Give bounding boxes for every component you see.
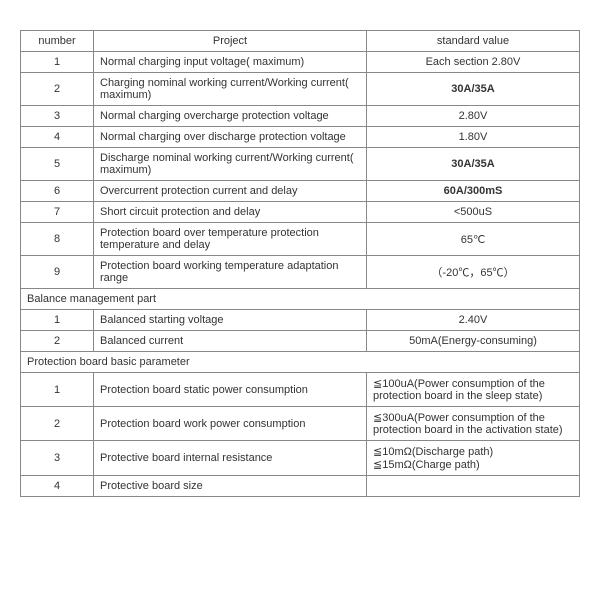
- table-row: 1 Normal charging input voltage( maximum…: [21, 52, 580, 73]
- row-project: Protection board working temperature ada…: [94, 256, 367, 289]
- header-number: number: [21, 31, 94, 52]
- row-value: （-20℃，65℃）: [367, 256, 580, 289]
- table-row: 1 Balanced starting voltage 2.40V: [21, 310, 580, 331]
- table-row: 1 Protection board static power consumpt…: [21, 373, 580, 407]
- table-row: 5 Discharge nominal working current/Work…: [21, 148, 580, 181]
- header-value: standard value: [367, 31, 580, 52]
- row-number: 6: [21, 181, 94, 202]
- row-project: Protection board over temperature protec…: [94, 223, 367, 256]
- row-project: Balanced current: [94, 331, 367, 352]
- section-basic: Protection board basic parameter: [21, 352, 580, 373]
- section-balance: Balance management part: [21, 289, 580, 310]
- row-project: Protection board work power consumption: [94, 407, 367, 441]
- row-value: 2.40V: [367, 310, 580, 331]
- spec-table: number Project standard value 1 Normal c…: [20, 30, 580, 497]
- row-project: Normal charging over discharge protectio…: [94, 127, 367, 148]
- row-number: 8: [21, 223, 94, 256]
- row-project: Normal charging overcharge protection vo…: [94, 106, 367, 127]
- row-number: 4: [21, 476, 94, 497]
- table-row: 2 Protection board work power consumptio…: [21, 407, 580, 441]
- table-row: 3 Protective board internal resistance ≦…: [21, 441, 580, 476]
- row-number: 2: [21, 331, 94, 352]
- row-number: 9: [21, 256, 94, 289]
- row-number: 2: [21, 73, 94, 106]
- table-row: 8 Protection board over temperature prot…: [21, 223, 580, 256]
- row-number: 1: [21, 373, 94, 407]
- row-value: ≦10mΩ(Discharge path) ≦15mΩ(Charge path): [367, 441, 580, 476]
- header-project: Project: [94, 31, 367, 52]
- row-project: Short circuit protection and delay: [94, 202, 367, 223]
- table-row: 2 Balanced current 50mA(Energy-consuming…: [21, 331, 580, 352]
- row-value: 2.80V: [367, 106, 580, 127]
- table-row: 7 Short circuit protection and delay <50…: [21, 202, 580, 223]
- table-row: 2 Charging nominal working current/Worki…: [21, 73, 580, 106]
- table-row: 4 Protective board size: [21, 476, 580, 497]
- row-value: Each section 2.80V: [367, 52, 580, 73]
- row-number: 4: [21, 127, 94, 148]
- row-number: 1: [21, 52, 94, 73]
- row-value: [367, 476, 580, 497]
- row-project: Protective board size: [94, 476, 367, 497]
- section-title: Balance management part: [21, 289, 580, 310]
- header-row: number Project standard value: [21, 31, 580, 52]
- row-project: Protective board internal resistance: [94, 441, 367, 476]
- row-project: Overcurrent protection current and delay: [94, 181, 367, 202]
- table-row: 9 Protection board working temperature a…: [21, 256, 580, 289]
- table-row: 3 Normal charging overcharge protection …: [21, 106, 580, 127]
- row-number: 2: [21, 407, 94, 441]
- row-number: 3: [21, 106, 94, 127]
- row-project: Charging nominal working current/Working…: [94, 73, 367, 106]
- row-project: Normal charging input voltage( maximum): [94, 52, 367, 73]
- row-value: <500uS: [367, 202, 580, 223]
- row-value: 30A/35A: [367, 73, 580, 106]
- row-project: Discharge nominal working current/Workin…: [94, 148, 367, 181]
- row-value: 60A/300mS: [367, 181, 580, 202]
- table-row: 4 Normal charging over discharge protect…: [21, 127, 580, 148]
- row-project: Protection board static power consumptio…: [94, 373, 367, 407]
- row-number: 5: [21, 148, 94, 181]
- row-project: Balanced starting voltage: [94, 310, 367, 331]
- row-number: 1: [21, 310, 94, 331]
- row-number: 7: [21, 202, 94, 223]
- row-value: 1.80V: [367, 127, 580, 148]
- row-value: 30A/35A: [367, 148, 580, 181]
- row-value: 50mA(Energy-consuming): [367, 331, 580, 352]
- row-value: ≦300uA(Power consumption of the protecti…: [367, 407, 580, 441]
- row-number: 3: [21, 441, 94, 476]
- row-value: 65℃: [367, 223, 580, 256]
- table-row: 6 Overcurrent protection current and del…: [21, 181, 580, 202]
- row-value: ≦100uA(Power consumption of the protecti…: [367, 373, 580, 407]
- section-title: Protection board basic parameter: [21, 352, 580, 373]
